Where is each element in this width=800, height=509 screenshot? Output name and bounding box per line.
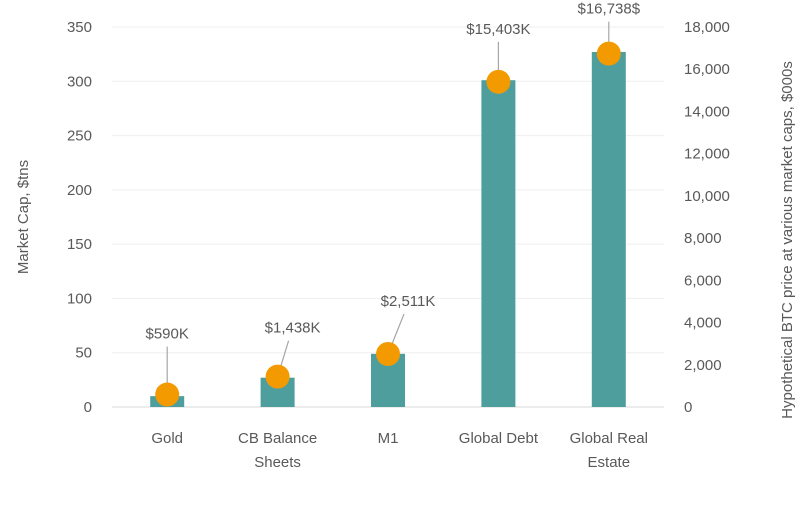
left-tick-label: 0 <box>84 399 92 416</box>
right-tick-label: 0 <box>684 399 692 416</box>
category-labels: Gold CB Balance Sheets M1 Global Debt Global … <box>151 430 648 471</box>
right-axis-title: Hypothetical BTC price at various market… <box>779 61 796 419</box>
data-label: $590K <box>146 326 189 343</box>
bar-global-debt <box>481 80 516 407</box>
point <box>376 341 400 366</box>
point <box>596 41 621 66</box>
right-tick-label: 18,000 <box>684 19 730 36</box>
point <box>155 382 180 407</box>
right-tick-label: 12,000 <box>684 146 730 163</box>
right-tick-label: 8,000 <box>684 230 722 247</box>
data-labels: $590K $1,438K $2,511K $15,403K $16,738$ <box>146 1 641 343</box>
right-tick-label: 6,000 <box>684 272 722 289</box>
point <box>486 69 511 94</box>
left-tick-label: 100 <box>67 290 92 307</box>
data-label: $16,738$ <box>578 1 641 18</box>
category-label: M1 <box>378 430 399 447</box>
gridlines <box>112 26 664 408</box>
data-label: $2,511K <box>381 293 436 310</box>
left-tick-label: 150 <box>67 236 92 253</box>
data-label: $15,403K <box>466 21 530 38</box>
left-tick-label: 50 <box>75 345 92 362</box>
right-tick-label: 10,000 <box>684 188 730 205</box>
left-tick-label: 350 <box>67 19 92 36</box>
right-tick-label: 4,000 <box>684 315 722 332</box>
left-tick-label: 250 <box>67 128 92 145</box>
category-label: CB Balance Sheets <box>238 430 317 471</box>
category-label: Global Debt <box>459 430 539 447</box>
label-leaders <box>166 21 610 395</box>
left-tick-label: 300 <box>67 73 92 90</box>
right-tick-label: 14,000 <box>684 103 730 120</box>
left-tick-label: 200 <box>67 182 92 199</box>
point <box>265 364 290 389</box>
category-label: Global Real Estate <box>570 430 648 471</box>
right-tick-label: 2,000 <box>684 357 722 374</box>
points <box>155 41 621 407</box>
bar-global-real-estate <box>591 51 626 407</box>
data-label: $1,438K <box>265 320 321 337</box>
right-axis-ticks: 0 2,000 4,000 6,000 8,000 10,000 12,000 14,000 1… <box>684 19 730 416</box>
right-tick-label: 16,000 <box>684 61 730 78</box>
category-label: Gold <box>151 430 183 447</box>
left-axis-title: Market Cap, $tns <box>15 160 32 274</box>
left-axis-ticks: 0 50 100 150 200 250 300 350 <box>67 19 92 416</box>
